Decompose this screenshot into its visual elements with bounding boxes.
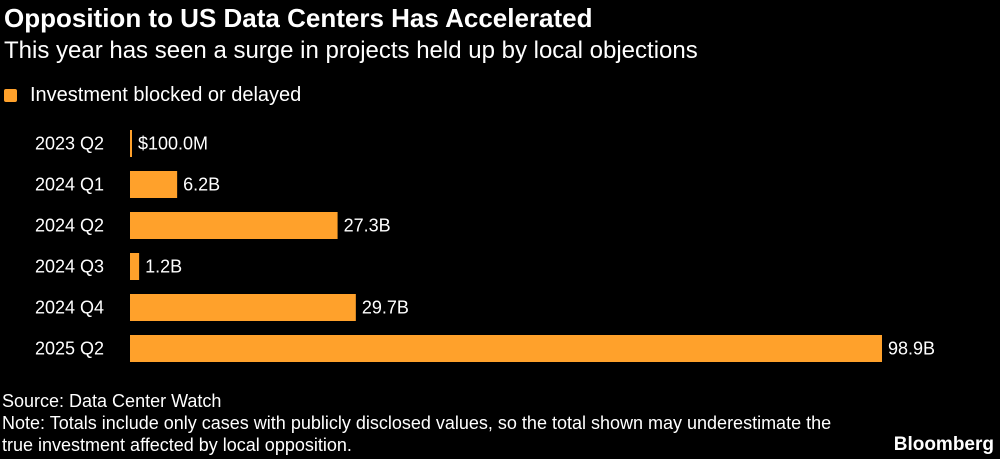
category-label: 2023 Q2 [35, 134, 104, 154]
bar [130, 171, 178, 198]
category-label: 2024 Q4 [35, 298, 104, 318]
chart-title: Opposition to US Data Centers Has Accele… [4, 3, 593, 33]
category-label: 2024 Q3 [35, 257, 104, 277]
data-label: 29.7B [362, 298, 409, 318]
bar-chart: 2023 Q2 $100.0M 2024 Q1 6.2B 2024 Q2 27.3B 202… [35, 130, 935, 362]
data-label: $100.0M [138, 134, 208, 154]
category-label: 2025 Q2 [35, 339, 104, 359]
legend-swatch [4, 88, 17, 102]
legend-label: Investment blocked or delayed [30, 84, 302, 106]
data-label: 98.9B [888, 339, 935, 359]
bar [130, 130, 132, 157]
category-label: 2024 Q1 [35, 175, 104, 195]
bar [130, 335, 882, 362]
category-label: 2024 Q2 [35, 216, 104, 236]
bar [130, 212, 338, 239]
note-text: Note: Totals include only cases with pub… [2, 413, 832, 455]
data-label: 6.2B [183, 175, 220, 195]
data-label: 27.3B [344, 216, 391, 236]
source-text: Source: Data Center Watch [2, 391, 222, 411]
bloomberg-logo: Bloomberg [893, 434, 994, 455]
chart-subtitle: This year has seen a surge in projects h… [4, 37, 698, 64]
legend: Investment blocked or delayed [4, 82, 301, 108]
bar [130, 253, 140, 280]
data-label: 1.2B [145, 257, 182, 277]
bar [130, 294, 356, 321]
